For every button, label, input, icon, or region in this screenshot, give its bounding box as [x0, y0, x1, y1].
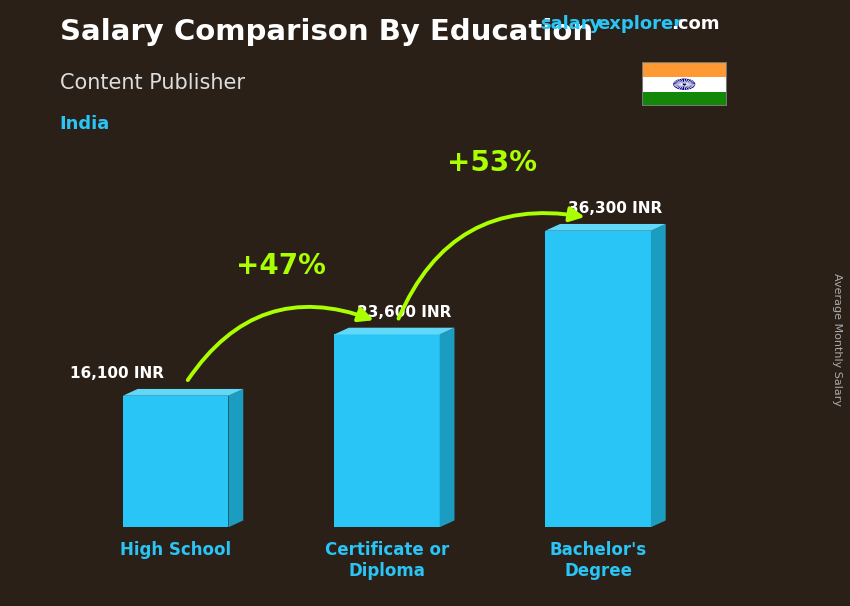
- Polygon shape: [229, 389, 243, 527]
- Polygon shape: [334, 328, 455, 335]
- Text: 16,100 INR: 16,100 INR: [70, 366, 163, 381]
- Circle shape: [673, 79, 695, 90]
- Polygon shape: [546, 224, 666, 231]
- Text: India: India: [60, 115, 110, 133]
- Text: Average Monthly Salary: Average Monthly Salary: [832, 273, 842, 406]
- Bar: [642, 92, 727, 106]
- Polygon shape: [546, 231, 651, 527]
- Polygon shape: [651, 224, 666, 527]
- Text: explorer: explorer: [598, 15, 683, 33]
- Text: Content Publisher: Content Publisher: [60, 73, 245, 93]
- Polygon shape: [123, 389, 243, 396]
- Polygon shape: [439, 328, 455, 527]
- Polygon shape: [123, 396, 229, 527]
- Text: Salary Comparison By Education: Salary Comparison By Education: [60, 18, 592, 46]
- Text: 23,600 INR: 23,600 INR: [357, 305, 451, 320]
- Text: +47%: +47%: [236, 253, 326, 281]
- Text: 36,300 INR: 36,300 INR: [568, 201, 662, 216]
- Text: +53%: +53%: [447, 148, 537, 177]
- Text: salary: salary: [540, 15, 601, 33]
- Polygon shape: [334, 335, 439, 527]
- Bar: [642, 62, 727, 77]
- Bar: [642, 77, 727, 92]
- Text: .com: .com: [672, 15, 720, 33]
